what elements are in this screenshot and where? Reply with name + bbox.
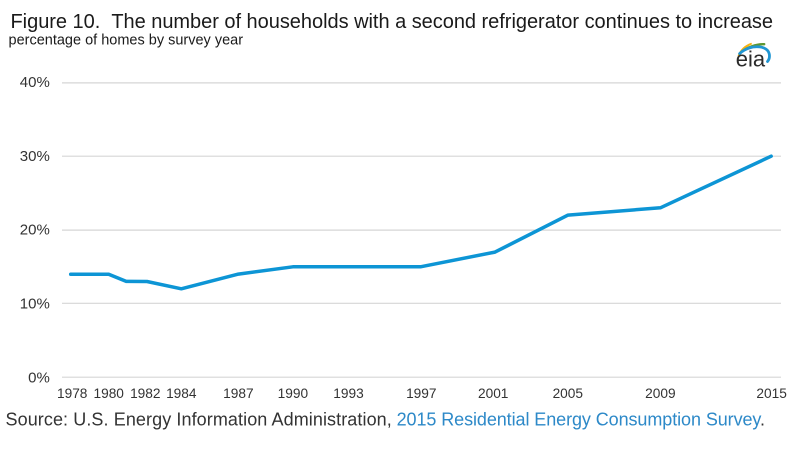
svg-text:percentage of homes by survey: percentage of homes by survey year (9, 33, 244, 49)
svg-text:10%: 10% (20, 296, 50, 313)
svg-text:20%: 20% (20, 222, 50, 239)
svg-text:1982: 1982 (130, 386, 160, 401)
svg-text:1984: 1984 (166, 386, 197, 401)
svg-text:1997: 1997 (406, 386, 436, 401)
svg-text:1987: 1987 (223, 386, 253, 401)
svg-text:1993: 1993 (333, 386, 364, 401)
svg-text:2001: 2001 (478, 386, 508, 401)
svg-text:2015: 2015 (756, 386, 787, 401)
svg-text:eia: eia (736, 46, 766, 71)
svg-text:0%: 0% (28, 369, 50, 386)
svg-text:1978: 1978 (57, 386, 88, 401)
svg-text:40%: 40% (20, 74, 50, 91)
svg-text:30%: 30% (20, 148, 50, 165)
svg-text:Source: U.S. Energy Informatio: Source: U.S. Energy Information Administ… (6, 410, 766, 430)
svg-text:1990: 1990 (278, 386, 309, 401)
svg-text:1980: 1980 (93, 386, 124, 401)
svg-text:Figure 10. The number of hous: Figure 10. The number of households with… (11, 11, 774, 33)
svg-text:2009: 2009 (645, 386, 675, 401)
svg-text:2005: 2005 (553, 386, 584, 401)
